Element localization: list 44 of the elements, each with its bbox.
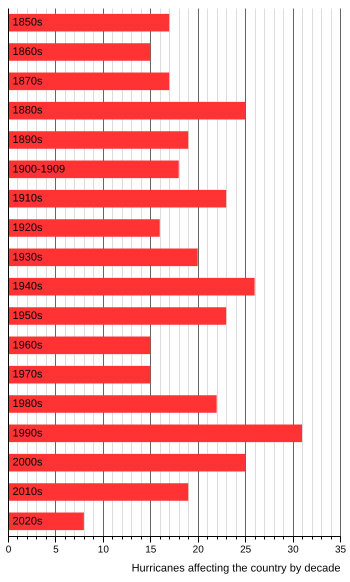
bar <box>8 219 160 237</box>
y-tick-label: 2020s <box>12 515 43 528</box>
x-tick-label: 15 <box>145 544 157 556</box>
y-tick-label: 1880s <box>12 104 43 117</box>
x-tick-label: 10 <box>98 544 110 556</box>
y-tick-label: 1890s <box>12 134 43 146</box>
bar <box>8 248 198 266</box>
bar <box>8 366 150 384</box>
y-tick-label: 1960s <box>12 339 43 352</box>
bar <box>8 190 226 208</box>
x-tick-label: 35 <box>334 544 346 556</box>
bar <box>8 424 302 442</box>
y-tick-label: 1920s <box>12 222 43 234</box>
bar <box>8 395 217 413</box>
y-tick-label: 1930s <box>12 251 43 264</box>
y-tick-label: 1990s <box>12 427 43 440</box>
bar <box>8 278 255 296</box>
y-tick-label: 1940s <box>12 280 43 293</box>
y-tick-label: 1900-1909 <box>12 163 66 176</box>
y-tick-label: 1860s <box>12 46 43 58</box>
x-tick-label: 0 <box>6 544 12 556</box>
bar <box>8 43 150 61</box>
bar <box>8 336 150 354</box>
y-tick-label: 1950s <box>12 310 43 322</box>
bar <box>8 160 179 178</box>
x-axis-title: Hurricanes affecting the country by decade <box>132 562 340 574</box>
bar <box>8 307 226 325</box>
bar <box>8 131 188 149</box>
bar <box>8 72 170 90</box>
y-tick-label: 1850s <box>12 16 43 29</box>
bar <box>8 102 246 120</box>
x-tick-label: 25 <box>240 544 252 556</box>
x-tick-label: 30 <box>288 544 300 556</box>
y-tick-label: 1970s <box>12 368 43 381</box>
bar <box>8 483 188 501</box>
x-tick-label: 20 <box>192 544 204 556</box>
y-tick-label: 2000s <box>12 456 43 469</box>
y-tick-label: 1980s <box>12 398 43 410</box>
x-tick-label: 5 <box>53 544 60 556</box>
bar <box>8 14 170 32</box>
bar <box>8 454 246 472</box>
y-tick-label: 1870s <box>12 75 43 88</box>
y-tick-label: 2010s <box>12 486 43 498</box>
y-tick-label: 1910s <box>12 192 43 205</box>
